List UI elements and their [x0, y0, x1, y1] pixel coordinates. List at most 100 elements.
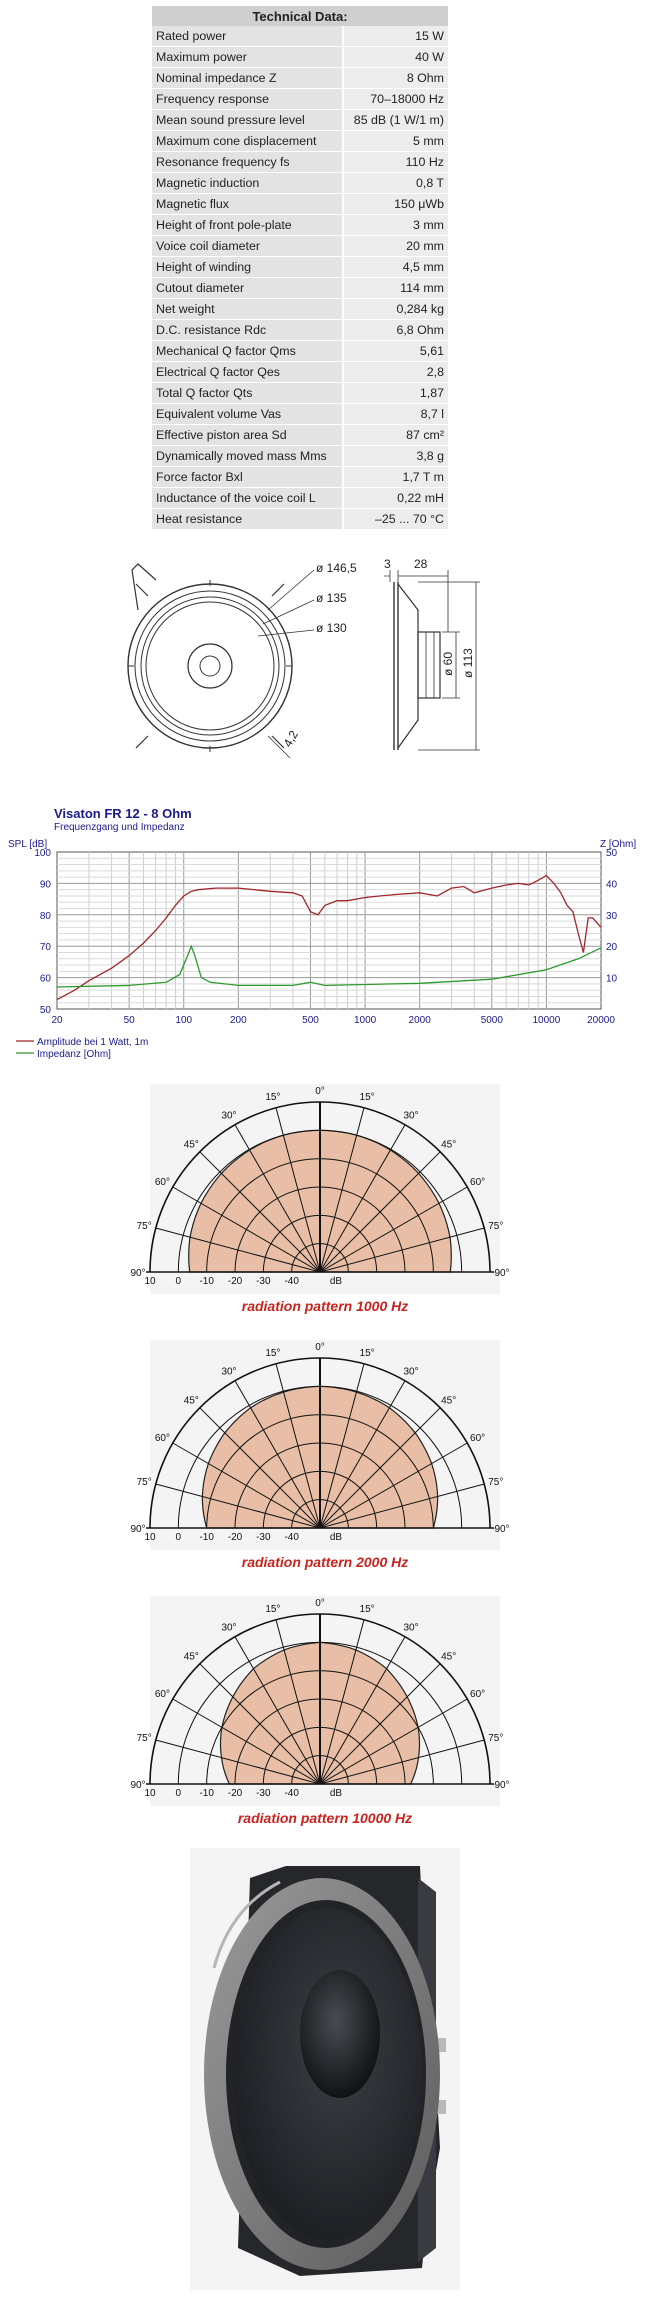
angle-line	[319, 1442, 468, 1529]
spec-label: Force factor Bxl	[152, 466, 343, 488]
angle-label: 15°	[265, 1348, 280, 1359]
radiation-caption-2000: radiation pattern 2000 Hz	[241, 1554, 409, 1570]
radiation-pattern-1000: 0° 15° 15° 30° 30° 45° 45° 60° 60° 75° 75° 90° 90° 10…	[0, 1082, 650, 1322]
y2-tick-label: 50	[606, 848, 618, 859]
spec-row: Mean sound pressure level 85 dB (1 W/1 m)	[152, 109, 448, 131]
angle-label: 0°	[315, 1342, 325, 1353]
x-tick-label: 20000	[587, 1015, 615, 1026]
angle-label: 75°	[488, 1733, 503, 1744]
angle-label: 45°	[441, 1651, 456, 1662]
db-label: -30	[256, 1788, 271, 1799]
y2-tick-label: 20	[606, 942, 618, 953]
db-label: 10	[144, 1788, 156, 1799]
spec-label: Magnetic induction	[152, 172, 343, 194]
angle-line	[172, 1442, 321, 1529]
spec-label: Inductance of the voice coil L	[152, 487, 343, 509]
angle-label: 0°	[315, 1598, 325, 1609]
db-label: -20	[228, 1276, 243, 1287]
spec-value: 87 cm²	[341, 424, 448, 446]
db-label: -40	[284, 1276, 299, 1287]
angle-label: 30°	[221, 1622, 236, 1633]
angle-line	[275, 1619, 321, 1785]
legend-impedance: Impedanz [Ohm]	[37, 1049, 111, 1060]
radiation-chart-10000: 0°15°15°30°30°45°45°60°60°75°75°90°90°10…	[130, 1596, 510, 1806]
spec-row: Frequency response 70–18000 Hz	[152, 88, 448, 110]
chart-subtitle: Frequenzgang und Impedanz	[54, 822, 185, 833]
frequency-response-chart: Visaton FR 12 - 8 Ohm Frequenzgang und I…	[0, 800, 650, 1080]
angle-label: 45°	[441, 1395, 456, 1406]
angle-line	[319, 1739, 485, 1785]
x-tick-label: 200	[230, 1015, 247, 1026]
angle-line	[155, 1739, 321, 1785]
y-tick-label: 80	[40, 911, 52, 922]
spec-row: Dynamically moved mass Mms 3,8 g	[152, 445, 448, 467]
spec-value: 5,61	[341, 340, 448, 362]
angle-label: 90°	[130, 1780, 145, 1791]
spec-row: Rated power 15 W	[152, 26, 448, 47]
x-tick-label: 10000	[533, 1015, 561, 1026]
spec-label: Mean sound pressure level	[152, 109, 343, 131]
angle-line	[199, 1407, 321, 1529]
spec-value: 15 W	[341, 26, 448, 47]
angle-line	[199, 1663, 321, 1785]
db-label: 10	[144, 1532, 156, 1543]
dimension-drawing-svg: ø 146,5 ø 135 ø 130 4,2 3 28 ø 60 ø 113	[127, 557, 480, 759]
spec-row: Electrical Q factor Qes 2,8	[152, 361, 448, 383]
angle-line	[155, 1227, 321, 1273]
x-tick-label: 500	[302, 1015, 319, 1026]
angle-label: 90°	[494, 1524, 509, 1535]
chart-grid	[56, 851, 602, 1010]
spec-value: 1,87	[341, 382, 448, 404]
x-tick-label: 50	[124, 1015, 136, 1026]
chart-ticks: 20 50 100 200 500 1000 2000 5000 10000 2000010090…	[34, 848, 617, 1026]
radiation-caption-10000: radiation pattern 10000 Hz	[237, 1810, 413, 1826]
angle-label: 30°	[221, 1366, 236, 1377]
spec-label: Total Q factor Qts	[152, 382, 343, 404]
spec-label: Maximum power	[152, 46, 343, 68]
spec-value: 6,8 Ohm	[341, 319, 448, 341]
spec-value: 3,8 g	[341, 445, 448, 467]
y-tick-label: 70	[40, 942, 52, 953]
angle-line	[234, 1124, 321, 1273]
label-d130: ø 130	[316, 621, 347, 635]
frequency-response-svg: Visaton FR 12 - 8 Ohm Frequenzgang und I…	[8, 806, 636, 1060]
spec-label: Effective piston area Sd	[152, 424, 343, 446]
label-d146: ø 146,5	[316, 561, 357, 575]
spec-label: Electrical Q factor Qes	[152, 361, 343, 383]
spec-label: Height of front pole-plate	[152, 214, 343, 236]
angle-label: 45°	[184, 1395, 199, 1406]
angle-label: 0°	[315, 1086, 325, 1097]
x-tick-label: 2000	[409, 1015, 432, 1026]
angle-line	[319, 1107, 365, 1273]
y2-tick-label: 10	[606, 974, 618, 985]
db-label: 0	[176, 1532, 182, 1543]
angle-line	[319, 1363, 365, 1529]
spec-label: Magnetic flux	[152, 193, 343, 215]
angle-line	[275, 1363, 321, 1529]
spec-label: Nominal impedance Z	[152, 67, 343, 89]
db-label: -10	[199, 1788, 214, 1799]
label-4-2: 4,2	[280, 728, 301, 750]
x-tick-label: 100	[175, 1015, 192, 1026]
radiation-caption-1000: radiation pattern 1000 Hz	[241, 1298, 409, 1314]
spec-row: Effective piston area Sd 87 cm²	[152, 424, 448, 446]
spec-label: Rated power	[152, 26, 343, 47]
db-label: -30	[256, 1532, 271, 1543]
angle-label: 30°	[403, 1366, 418, 1377]
spec-row: Cutout diameter 114 mm	[152, 277, 448, 299]
db-label: 10	[144, 1276, 156, 1287]
db-label: -40	[284, 1788, 299, 1799]
spec-value: 8,7 l	[341, 403, 448, 425]
spec-label: Heat resistance	[152, 508, 343, 530]
db-label: dB	[330, 1276, 343, 1287]
radiation-chart-1000: 0°15°15°30°30°45°45°60°60°75°75°90°90°10…	[130, 1084, 510, 1294]
angle-label: 60°	[155, 1433, 170, 1444]
spec-row: Magnetic flux 150 μWb	[152, 193, 448, 215]
angle-label: 45°	[184, 1139, 199, 1150]
spec-label: Height of winding	[152, 256, 343, 278]
spec-value: 3 mm	[341, 214, 448, 236]
spec-row: Force factor Bxl 1,7 T m	[152, 466, 448, 488]
db-label: 0	[176, 1788, 182, 1799]
db-label: 0	[176, 1276, 182, 1287]
